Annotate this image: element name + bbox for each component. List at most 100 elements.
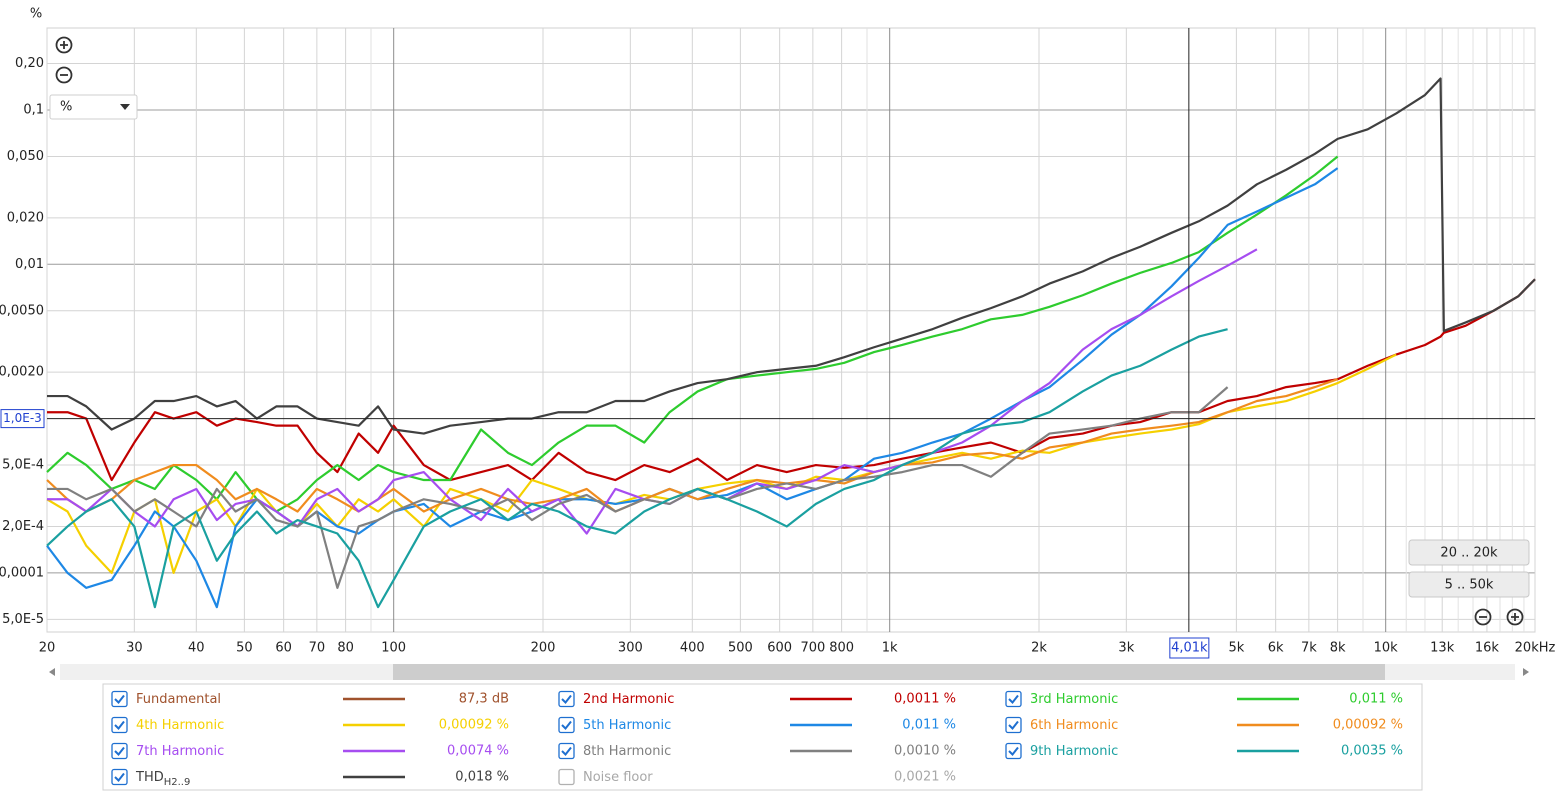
- legend-value: 0,011 %: [1349, 692, 1403, 707]
- legend-name: 2nd Harmonic: [583, 692, 674, 707]
- x-tick-label: 100: [381, 641, 406, 656]
- legend-checkbox[interactable]: [1005, 690, 1022, 708]
- checkbox-box: [558, 742, 575, 760]
- checkbox-check: [114, 720, 125, 731]
- legend-checkbox[interactable]: [1005, 742, 1022, 760]
- legend-checkbox[interactable]: [558, 768, 575, 786]
- checkbox-check: [561, 694, 572, 705]
- trace: [46, 155, 1339, 513]
- legend-checkbox[interactable]: [1005, 716, 1022, 734]
- legend-name-text: 5th Harmonic: [583, 718, 671, 733]
- legend-name-text: 7th Harmonic: [136, 744, 224, 759]
- x-tick-label: 16k: [1475, 641, 1500, 656]
- legend-value: 0,00092 %: [1333, 718, 1403, 733]
- legend-name-text: 2nd Harmonic: [583, 692, 674, 707]
- checkbox-box: [558, 716, 575, 734]
- x-tick-label: 200: [531, 641, 556, 656]
- x-tick-label: 80: [337, 641, 354, 656]
- legend-name-text: Fundamental: [136, 692, 221, 707]
- legend-checkbox[interactable]: [111, 768, 128, 786]
- checkbox-check: [114, 694, 125, 705]
- checkbox-box: [1005, 742, 1022, 760]
- legend-checkbox[interactable]: [558, 716, 575, 734]
- trace: [46, 328, 1228, 609]
- plot-area: [46, 27, 1536, 633]
- legend-checkbox[interactable]: [558, 690, 575, 708]
- legend-name: 7th Harmonic: [136, 744, 224, 759]
- x-tick-label: 500: [728, 641, 753, 656]
- y-tick-label: 5,0E-4: [2, 458, 44, 473]
- range-button[interactable]: 5 .. 50k: [1408, 571, 1530, 598]
- scrollbar-thumb[interactable]: [393, 664, 1385, 680]
- range-button-label: 20 .. 20k: [1440, 546, 1498, 561]
- unit-dropdown[interactable]: %: [49, 94, 138, 120]
- x-tick-label: 300: [618, 641, 643, 656]
- x-tick-label: 40: [188, 641, 205, 656]
- checkbox-check: [114, 772, 125, 783]
- checkbox-box: [1005, 690, 1022, 708]
- checkbox-check: [1008, 694, 1019, 705]
- checkbox-check: [561, 746, 572, 757]
- legend-name: 9th Harmonic: [1030, 744, 1118, 759]
- x-tick-label: 8k: [1330, 641, 1346, 656]
- horizontal-scrollbar[interactable]: [49, 664, 1529, 680]
- zoom-out-x-button[interactable]: [1474, 608, 1492, 626]
- zoom-in-button[interactable]: [55, 36, 73, 54]
- zoom-out-button[interactable]: [55, 66, 73, 84]
- zoom-in-x-button[interactable]: [1506, 608, 1524, 626]
- y-tick-label: 0,01: [15, 257, 44, 272]
- legend-name: Fundamental: [136, 692, 221, 707]
- checkbox-check: [114, 746, 125, 757]
- x-tick-label: 700: [800, 641, 825, 656]
- legend-name: 5th Harmonic: [583, 718, 671, 733]
- legend-value: 0,0035 %: [1341, 744, 1403, 759]
- legend-name-text: 4th Harmonic: [136, 718, 224, 733]
- x-tick-label: 13k: [1430, 641, 1455, 656]
- range-button-label: 5 .. 50k: [1445, 578, 1494, 593]
- x-tick-label: 60: [275, 641, 292, 656]
- legend-name: 8th Harmonic: [583, 744, 671, 759]
- legend-value: 0,0010 %: [894, 744, 956, 759]
- cursor-x-box: [1169, 637, 1210, 659]
- y-tick-label: 2,0E-4: [2, 519, 44, 534]
- checkbox-box: [111, 690, 128, 708]
- range-button[interactable]: 20 .. 20k: [1408, 539, 1530, 566]
- legend-value: 0,0074 %: [447, 744, 509, 759]
- trace: [47, 77, 1536, 435]
- legend-value: 0,018 %: [455, 770, 509, 785]
- scroll-left[interactable]: [49, 668, 55, 676]
- x-tick-label: 800: [829, 641, 854, 656]
- scroll-right[interactable]: [1523, 668, 1529, 676]
- checkbox-box: [558, 690, 575, 708]
- unit-dropdown-value: %: [60, 100, 72, 115]
- legend-checkbox[interactable]: [111, 716, 128, 734]
- x-tick-label: 10k: [1374, 641, 1399, 656]
- legend-checkbox[interactable]: [558, 742, 575, 760]
- checkbox-box: [111, 716, 128, 734]
- legend-name-text: 3rd Harmonic: [1030, 692, 1118, 707]
- trace: [47, 248, 1258, 535]
- y-tick-label: 0,020: [7, 210, 44, 225]
- legend-panel: [102, 683, 1423, 791]
- cursor: 1,0E-3 4,01k: [0, 28, 1535, 659]
- y-tick-label: 0,0050: [0, 303, 44, 318]
- legend-value: 0,00092 %: [439, 718, 509, 733]
- legend-value: 0,011 %: [902, 718, 956, 733]
- checkbox-box: [111, 768, 128, 786]
- x-tick-label: 50: [236, 641, 253, 656]
- checkbox-box: [558, 768, 575, 786]
- checkbox-check: [1008, 746, 1019, 757]
- legend-name: 3rd Harmonic: [1030, 692, 1118, 707]
- legend-value: 0,0021 %: [894, 770, 956, 785]
- x-tick-label: 2k: [1031, 641, 1047, 656]
- x-tick-label: 1k: [882, 641, 898, 656]
- cursor-y-box: [0, 409, 45, 429]
- legend: Fundamental 87,3 dB 2nd Harmonic 0,0011 % 3r…: [111, 690, 1403, 788]
- trace: [47, 386, 1229, 589]
- legend-checkbox[interactable]: [111, 742, 128, 760]
- x-tick-label: 3k: [1118, 641, 1134, 656]
- checkbox-box: [1005, 716, 1022, 734]
- legend-checkbox[interactable]: [111, 690, 128, 708]
- checkbox-check: [561, 720, 572, 731]
